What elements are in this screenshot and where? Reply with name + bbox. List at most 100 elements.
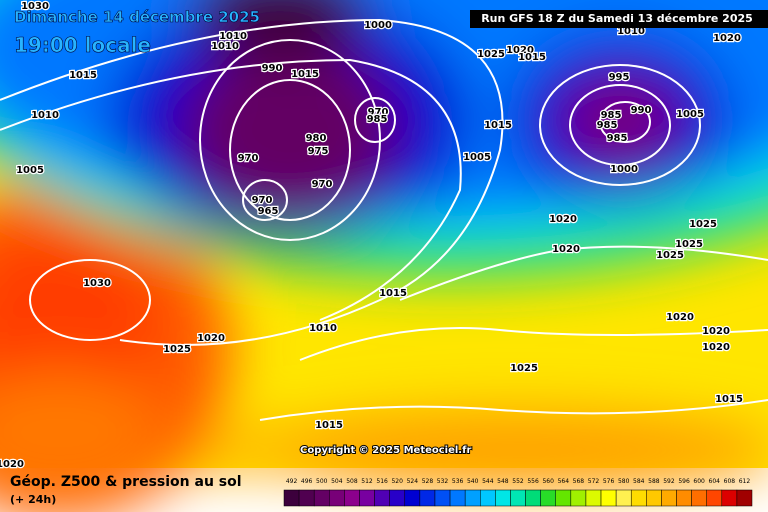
color-swatch xyxy=(313,489,330,507)
color-swatch xyxy=(449,489,466,507)
color-swatch xyxy=(706,489,723,507)
scale-label: 524 xyxy=(407,478,419,485)
color-scale: 492 496 500 504 508 512 516 520 524 528 532 536 540 5… xyxy=(283,478,753,507)
isobar-label: 985 xyxy=(601,110,622,121)
isobar-label: 1025 xyxy=(675,239,703,250)
isobar-label: 995 xyxy=(609,72,630,83)
color-swatch xyxy=(464,489,481,507)
isobar-label: 1020 xyxy=(702,326,730,337)
isobar-label: 970 xyxy=(368,107,389,118)
isobar-label: 1030 xyxy=(21,1,49,12)
scale-label: 576 xyxy=(603,478,615,485)
scale-label: 608 xyxy=(724,478,736,485)
isobar-lines xyxy=(0,18,768,421)
isobar-label: 1020 xyxy=(666,312,694,323)
isobar-label: 970 xyxy=(238,153,259,164)
color-swatch xyxy=(344,489,360,507)
color-swatch xyxy=(389,489,406,507)
scale-label: 492 xyxy=(286,478,298,485)
scale-label: 512 xyxy=(361,478,373,485)
isobar-labels: 1030 1010 1010 1015 990 1015 1010 1005 1000 970 97… xyxy=(0,0,744,471)
copyright: Copyright © 2025 Meteociel.fr xyxy=(300,445,471,456)
color-swatch xyxy=(570,489,587,507)
isobar-label: 1000 xyxy=(364,20,392,31)
isobar-label: 1010 xyxy=(309,323,337,334)
scale-label: 572 xyxy=(588,478,600,485)
color-swatch xyxy=(615,489,632,507)
color-swatch xyxy=(419,489,436,507)
lead-time: (+ 24h) xyxy=(10,493,56,506)
isobar-label: 1015 xyxy=(315,420,343,431)
color-swatch xyxy=(691,489,707,507)
isobar-label: 1015 xyxy=(69,70,97,81)
isobar-label: 970 xyxy=(312,179,333,190)
color-swatch xyxy=(600,489,617,507)
scale-label: 584 xyxy=(633,478,645,485)
color-swatch xyxy=(495,489,511,507)
color-swatch xyxy=(555,489,572,507)
isobar-label: 970 xyxy=(252,195,273,206)
isobar-label: 1010 xyxy=(617,26,645,37)
isobar-label: 1005 xyxy=(463,152,491,163)
isobar-label: 985 xyxy=(607,133,628,144)
color-swatch xyxy=(404,489,421,507)
scale-label: 544 xyxy=(482,478,494,485)
isobar-label: 1015 xyxy=(715,394,743,405)
isobar-label: 1015 xyxy=(291,69,319,80)
scale-label: 496 xyxy=(301,478,313,485)
color-swatch xyxy=(646,489,662,507)
color-swatch xyxy=(329,489,345,507)
color-swatch xyxy=(434,489,451,507)
scale-label: 504 xyxy=(331,478,343,485)
isobar-label: 1005 xyxy=(676,109,704,120)
isobar-label: 1020 xyxy=(197,333,225,344)
isobar-label: 985 xyxy=(367,114,388,125)
run-info: Run GFS 18 Z du Samedi 13 décembre 2025 xyxy=(481,12,753,25)
color-swatch xyxy=(585,489,602,507)
forecast-time: 19:00 locale xyxy=(14,33,151,57)
color-swatch xyxy=(736,489,753,507)
isobar-label: 990 xyxy=(631,105,652,116)
isobar-label: 1015 xyxy=(484,120,512,131)
isobar-label: 1025 xyxy=(163,344,191,355)
scale-label: 612 xyxy=(739,478,751,485)
scale-label: 580 xyxy=(618,478,630,485)
scale-label: 528 xyxy=(422,478,434,485)
color-swatch xyxy=(283,489,300,507)
isobar-label: 965 xyxy=(258,206,279,217)
scale-label: 548 xyxy=(497,478,509,485)
isobar-label: 1020 xyxy=(713,33,741,44)
color-swatch xyxy=(298,489,315,507)
scale-label: 604 xyxy=(709,478,721,485)
scale-label: 520 xyxy=(391,478,403,485)
color-swatch xyxy=(525,489,541,507)
scale-label: 596 xyxy=(678,478,690,485)
scale-label: 536 xyxy=(452,478,464,485)
scale-label: 560 xyxy=(542,478,554,485)
scale-label: 588 xyxy=(648,478,660,485)
color-swatch xyxy=(540,489,556,507)
scale-label: 568 xyxy=(573,478,585,485)
isobar-label: 985 xyxy=(597,120,618,131)
isobar-label: 1020 xyxy=(549,214,577,225)
isobar-label: 975 xyxy=(308,146,329,157)
scale-label: 532 xyxy=(437,478,449,485)
isobar-label: 1025 xyxy=(656,250,684,261)
scale-label: 500 xyxy=(316,478,328,485)
color-swatch xyxy=(721,489,738,507)
color-swatch xyxy=(374,489,390,507)
isobar-label: 1015 xyxy=(518,52,546,63)
scale-label: 600 xyxy=(693,478,705,485)
isobar-label: 1020 xyxy=(0,459,24,470)
color-swatch xyxy=(676,489,692,507)
scale-label: 540 xyxy=(467,478,479,485)
isobar-label: 1020 xyxy=(552,244,580,255)
color-swatch xyxy=(661,489,677,507)
scale-label: 564 xyxy=(558,478,570,485)
isobar-label: 990 xyxy=(262,63,283,74)
color-swatch xyxy=(480,489,496,507)
isobar-label: 1010 xyxy=(219,31,247,42)
scale-label: 556 xyxy=(527,478,539,485)
